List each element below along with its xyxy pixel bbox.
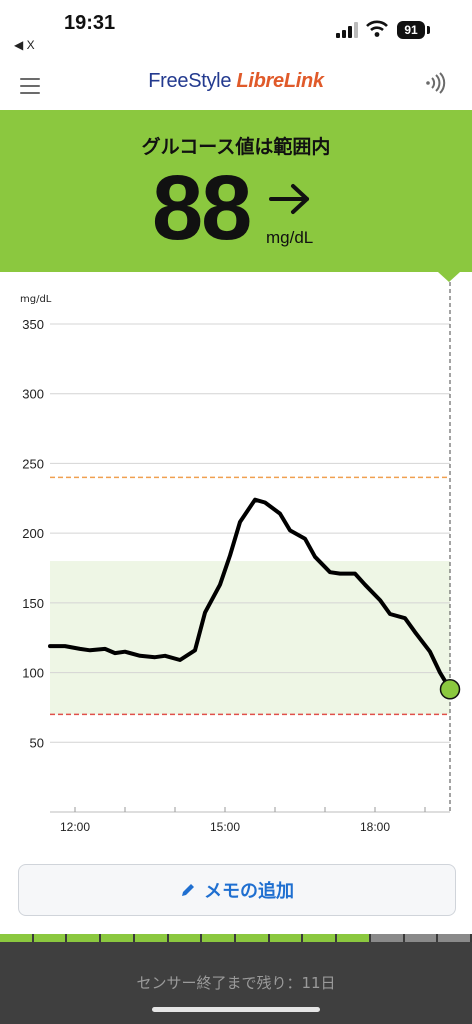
x-tick-label: 15:00 <box>210 820 240 834</box>
glucose-status-title: グルコース値は範囲内 <box>141 136 331 158</box>
app-bar: FreeStyle LibreLink <box>0 60 472 110</box>
y-tick-label: 50 <box>30 735 44 750</box>
sensor-life-segment <box>438 934 471 942</box>
y-tick-label: 350 <box>22 317 44 332</box>
y-axis-unit-label: mg/dL <box>20 294 52 305</box>
sensor-life-segment <box>337 934 369 942</box>
battery-level: 91 <box>397 21 425 39</box>
add-memo-label: メモの追加 <box>204 881 294 902</box>
current-glucose-point <box>439 679 461 700</box>
pencil-icon <box>182 884 194 896</box>
y-tick-label: 150 <box>22 596 44 611</box>
status-bar: 19:31 ◀ X 91 <box>0 0 472 60</box>
x-tick-label: 18:00 <box>360 820 390 834</box>
current-time-marker <box>438 272 460 282</box>
sensor-life-progress <box>0 934 472 942</box>
x-tick-label: 12:00 <box>60 820 90 834</box>
sensor-life-segment <box>303 934 336 942</box>
add-memo-button[interactable]: メモの追加 <box>18 864 456 916</box>
y-tick-label: 100 <box>22 666 44 681</box>
sensor-footer: センサー終了まで残り：11日 <box>0 942 472 1024</box>
home-indicator <box>152 1007 320 1012</box>
logo-librelink: LibreLink <box>236 70 324 92</box>
wifi-icon <box>366 20 388 37</box>
cellular-signal-icon <box>336 22 358 38</box>
y-tick-label: 300 <box>22 387 44 402</box>
glucose-trend-line <box>48 497 452 692</box>
sensor-life-segment <box>101 934 133 942</box>
glucose-chart: mg/dL 50 100 150 200 250 300 350 12:00 15:00 18:00 <box>20 282 461 834</box>
y-tick-label: 200 <box>22 526 44 541</box>
glucose-unit: mg/dL <box>266 228 314 247</box>
target-range-band <box>50 561 450 715</box>
sensor-life-segment <box>134 934 167 942</box>
sensor-life-segment <box>370 934 403 942</box>
sensor-life-segment <box>236 934 268 942</box>
sensor-life-segment <box>202 934 235 942</box>
back-to-app-link[interactable]: ◀ X <box>14 38 35 52</box>
hamburger-menu-icon[interactable] <box>20 78 40 94</box>
nfc-scan-icon[interactable] <box>424 72 446 94</box>
sensor-life-segment <box>168 934 201 942</box>
sensor-life-segment <box>33 934 66 942</box>
sensor-life-segment <box>269 934 302 942</box>
sensor-remaining-text: センサー終了まで残り：11日 <box>136 974 336 992</box>
y-tick-label: 250 <box>22 456 44 471</box>
status-time: 19:31 <box>64 12 116 34</box>
glucose-banner: グルコース値は範囲内 88 mg/dL <box>0 110 472 272</box>
sensor-life-segment <box>404 934 437 942</box>
glucose-value: 88 <box>152 157 252 259</box>
logo-freestyle: FreeStyle <box>148 70 237 92</box>
app-logo: FreeStyle LibreLink <box>0 70 472 93</box>
sensor-life-segment <box>0 934 32 942</box>
battery-tip <box>427 26 430 34</box>
trend-arrow-right-icon <box>269 184 309 214</box>
sensor-life-segment <box>67 934 100 942</box>
